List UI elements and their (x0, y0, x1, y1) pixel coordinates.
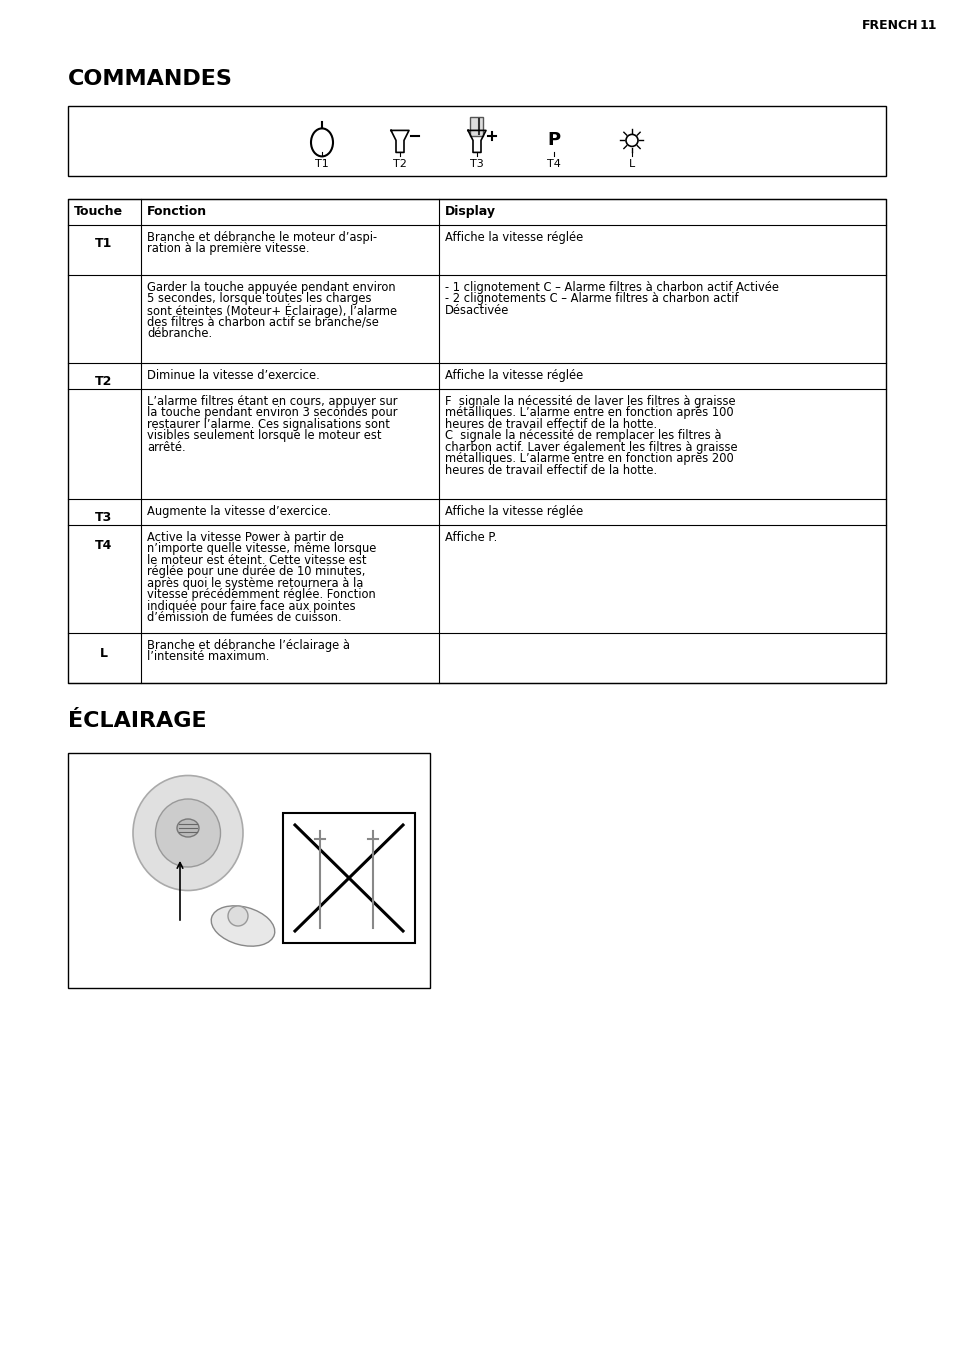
Text: COMMANDES: COMMANDES (68, 69, 233, 89)
Text: T4: T4 (95, 539, 112, 552)
Text: 11: 11 (919, 19, 937, 32)
Text: L’alarme filtres étant en cours, appuyer sur: L’alarme filtres étant en cours, appuyer… (147, 395, 397, 408)
Bar (283, 812, 415, 942)
Text: la touche pendant environ 3 secondes pour: la touche pendant environ 3 secondes pou… (147, 406, 397, 420)
Text: vitesse précédemment réglée. Fonction: vitesse précédemment réglée. Fonction (147, 588, 375, 601)
Text: L: L (628, 160, 635, 169)
Ellipse shape (177, 819, 199, 837)
Ellipse shape (132, 776, 243, 891)
Text: - 2 clignotements C – Alarme filtres à charbon actif: - 2 clignotements C – Alarme filtres à c… (444, 292, 738, 306)
Text: le moteur est éteint. Cette vitesse est: le moteur est éteint. Cette vitesse est (147, 554, 366, 567)
Text: métalliques. L’alarme entre en fonction après 100: métalliques. L’alarme entre en fonction … (444, 406, 733, 420)
Ellipse shape (155, 799, 220, 867)
Text: débranche.: débranche. (147, 326, 212, 340)
Text: Affiche la vitesse réglée: Affiche la vitesse réglée (444, 232, 582, 244)
Text: n’importe quelle vitesse, même lorsque: n’importe quelle vitesse, même lorsque (147, 543, 376, 555)
Text: Désactivée: Désactivée (444, 303, 509, 317)
Text: ÉCLAIRAGE: ÉCLAIRAGE (68, 711, 207, 731)
Text: Garder la touche appuyée pendant environ: Garder la touche appuyée pendant environ (147, 282, 395, 294)
Text: T3: T3 (470, 160, 483, 169)
Text: T4: T4 (546, 160, 560, 169)
Bar (68, 199, 885, 682)
Text: T1: T1 (95, 237, 112, 250)
Ellipse shape (211, 906, 274, 946)
Bar (68, 106, 885, 176)
Text: P: P (547, 131, 560, 149)
Ellipse shape (311, 129, 333, 157)
Circle shape (625, 134, 638, 146)
Text: indiquée pour faire face aux pointes: indiquée pour faire face aux pointes (147, 600, 355, 613)
Text: 5 secondes, lorsque toutes les charges: 5 secondes, lorsque toutes les charges (147, 292, 371, 306)
Text: T1: T1 (314, 160, 329, 169)
Text: l’intensité maximum.: l’intensité maximum. (147, 650, 269, 663)
Text: Diminue la vitesse d’exercice.: Diminue la vitesse d’exercice. (147, 370, 319, 382)
Text: Augmente la vitesse d’exercice.: Augmente la vitesse d’exercice. (147, 505, 331, 519)
Text: d’émission de fumées de cuisson.: d’émission de fumées de cuisson. (147, 611, 341, 624)
Text: charbon actif. Laver également les filtres à graisse: charbon actif. Laver également les filtr… (444, 441, 737, 454)
Text: Affiche la vitesse réglée: Affiche la vitesse réglée (444, 370, 582, 382)
Text: T2: T2 (95, 375, 112, 389)
Text: sont éteintes (Moteur+ Éclairage), l’alarme: sont éteintes (Moteur+ Éclairage), l’ala… (147, 303, 396, 318)
Text: arrêté.: arrêté. (147, 441, 186, 454)
Text: Affiche P.: Affiche P. (444, 531, 497, 544)
Text: T3: T3 (95, 510, 112, 524)
Text: F  signale la nécessité de laver les filtres à graisse: F signale la nécessité de laver les filt… (444, 395, 735, 408)
Text: - 1 clignotement C – Alarme filtres à charbon actif Activée: - 1 clignotement C – Alarme filtres à ch… (444, 282, 779, 294)
Text: métalliques. L’alarme entre en fonction après 200: métalliques. L’alarme entre en fonction … (444, 452, 733, 466)
Text: des filtres à charbon actif se branche/se: des filtres à charbon actif se branche/s… (147, 315, 378, 329)
Text: restaurer l’alarme. Ces signalisations sont: restaurer l’alarme. Ces signalisations s… (147, 418, 390, 431)
Text: après quoi le système retournera à la: après quoi le système retournera à la (147, 577, 363, 590)
Text: Display: Display (444, 204, 496, 218)
Text: heures de travail effectif de la hotte.: heures de travail effectif de la hotte. (444, 418, 657, 431)
Text: Branche et débranche l’éclairage à: Branche et débranche l’éclairage à (147, 639, 350, 653)
Circle shape (228, 906, 248, 926)
Text: heures de travail effectif de la hotte.: heures de travail effectif de la hotte. (444, 463, 657, 477)
Text: C  signale la nécessité de remplacer les filtres à: C signale la nécessité de remplacer les … (444, 429, 720, 443)
Text: Active la vitesse Power à partir de: Active la vitesse Power à partir de (147, 531, 343, 544)
Text: L: L (100, 647, 108, 659)
Bar (68, 753, 430, 988)
Text: FRENCH: FRENCH (862, 19, 918, 32)
Text: T2: T2 (393, 160, 407, 169)
Text: Affiche la vitesse réglée: Affiche la vitesse réglée (444, 505, 582, 519)
Text: Branche et débranche le moteur d’aspi-: Branche et débranche le moteur d’aspi- (147, 232, 376, 244)
Text: réglée pour une durée de 10 minutes,: réglée pour une durée de 10 minutes, (147, 566, 365, 578)
Text: Fonction: Fonction (147, 204, 207, 218)
Text: visibles seulement lorsque le moteur est: visibles seulement lorsque le moteur est (147, 429, 381, 443)
Bar (470, 116, 483, 135)
Text: Touche: Touche (74, 204, 123, 218)
Text: ration à la première vitesse.: ration à la première vitesse. (147, 242, 309, 256)
